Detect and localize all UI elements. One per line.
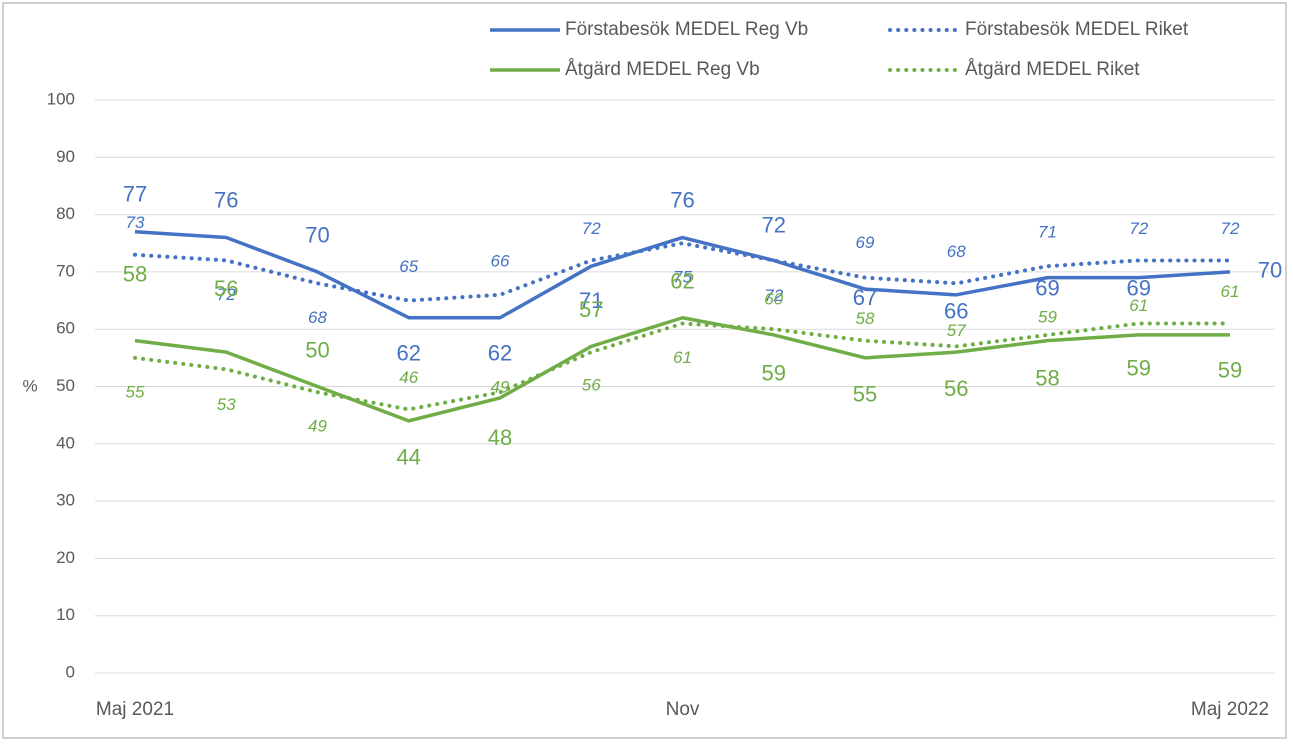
data-label: 59 [1038,307,1057,326]
data-label: 44 [397,445,421,470]
legend-label: Förstabesök MEDEL Reg Vb [565,19,808,40]
y-tick-label: 40 [56,433,75,452]
x-tick-label: Nov [666,699,700,720]
data-label: 57 [947,321,966,340]
data-label: 69 [1127,275,1151,300]
data-label: 59 [1127,356,1151,381]
x-tick-label: Maj 2021 [96,699,174,720]
data-label: 72 [582,219,601,238]
data-label: 49 [491,378,510,397]
data-label: 65 [399,257,418,276]
legend-label: Åtgärd MEDEL Riket [965,59,1140,80]
y-tick-label: 100 [47,89,75,108]
data-label: 73 [126,213,145,232]
data-label: 66 [491,251,510,270]
series-line [134,315,1230,423]
data-label: 72 [762,212,786,237]
legend-label: Förstabesök MEDEL Riket [965,19,1189,40]
y-tick-label: 10 [56,605,75,624]
data-label: 72 [1129,219,1148,238]
data-label: 68 [947,242,966,261]
data-label: 58 [123,261,147,286]
data-label: 55 [126,382,145,401]
data-label: 56 [582,376,601,395]
y-tick-label: 20 [56,548,75,567]
data-label: 71 [1038,223,1057,242]
data-label: 58 [856,309,875,328]
data-label: 56 [944,376,968,401]
data-label: 70 [1258,258,1282,283]
data-label: 57 [579,297,603,322]
y-axis-label: % [22,376,37,395]
data-label: 66 [944,299,968,324]
data-label: 49 [308,417,327,436]
data-label: 72 [1221,219,1240,238]
data-label: 72 [217,285,236,304]
data-label: 76 [214,187,238,212]
data-label: 68 [308,308,327,327]
series-line [133,241,1232,303]
data-label: 58 [1035,365,1059,390]
data-label: 71 [579,288,603,313]
y-tick-label: 80 [56,204,75,223]
series-line [133,321,1232,412]
data-label: 61 [1129,296,1148,315]
y-tick-label: 0 [66,662,75,681]
y-tick-label: 60 [56,319,75,338]
data-label: 69 [1035,275,1059,300]
data-label: 77 [123,182,147,207]
data-label: 59 [1218,358,1242,383]
data-label: 72 [764,286,783,305]
data-label: 61 [1221,282,1240,301]
data-label: 70 [305,223,329,248]
data-label: 50 [305,337,329,362]
data-label: 59 [762,361,786,386]
data-label: 62 [397,341,421,366]
y-tick-label: 50 [56,376,75,395]
data-label: 61 [673,348,692,367]
y-tick-label: 30 [56,491,75,510]
data-label: 60 [764,290,783,309]
data-label: 56 [214,276,238,301]
data-label: 62 [670,269,694,294]
data-label: 55 [853,382,877,407]
data-label: 75 [673,268,692,287]
data-label: 62 [488,341,512,366]
data-label: 46 [399,368,418,387]
legend-label: Åtgärd MEDEL Reg Vb [565,59,760,80]
x-tick-label: Maj 2022 [1191,699,1269,720]
data-label: 48 [488,425,512,450]
y-tick-label: 90 [56,147,75,166]
series-line [134,230,1231,320]
data-label: 67 [853,285,877,310]
data-label: 69 [856,233,875,252]
data-label: 53 [217,395,236,414]
y-tick-label: 70 [56,261,75,280]
data-label: 76 [670,187,694,212]
